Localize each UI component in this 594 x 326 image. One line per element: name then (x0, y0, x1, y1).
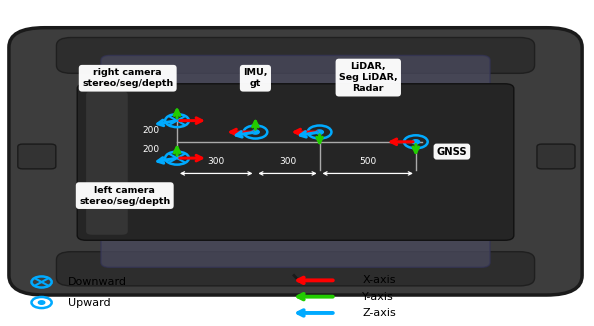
Text: 200: 200 (142, 145, 159, 155)
Text: 200: 200 (142, 126, 159, 135)
Text: 300: 300 (207, 157, 225, 166)
Text: Upward: Upward (68, 298, 111, 307)
Circle shape (316, 130, 323, 134)
Text: right camera
stereo/seg/depth: right camera stereo/seg/depth (82, 68, 173, 88)
Text: Y-axis: Y-axis (362, 292, 394, 302)
FancyBboxPatch shape (537, 144, 575, 169)
FancyBboxPatch shape (9, 28, 582, 295)
Text: LiDAR,
Seg LiDAR,
Radar: LiDAR, Seg LiDAR, Radar (339, 62, 397, 93)
FancyBboxPatch shape (101, 55, 490, 91)
FancyBboxPatch shape (56, 37, 535, 73)
FancyBboxPatch shape (101, 234, 490, 267)
Circle shape (39, 301, 45, 304)
Circle shape (412, 140, 419, 144)
Text: 300: 300 (279, 157, 296, 166)
FancyBboxPatch shape (56, 252, 535, 286)
Text: Downward: Downward (68, 277, 127, 287)
Circle shape (252, 130, 259, 134)
Text: Z-axis: Z-axis (362, 308, 396, 318)
FancyBboxPatch shape (18, 144, 56, 169)
Text: GNSS: GNSS (437, 147, 467, 156)
Text: left camera
stereo/seg/depth: left camera stereo/seg/depth (79, 185, 170, 206)
FancyBboxPatch shape (77, 84, 514, 240)
Text: IMU,
gt: IMU, gt (243, 68, 268, 88)
FancyBboxPatch shape (86, 91, 128, 235)
Text: X-axis: X-axis (362, 275, 396, 285)
Text: 500: 500 (359, 157, 377, 166)
